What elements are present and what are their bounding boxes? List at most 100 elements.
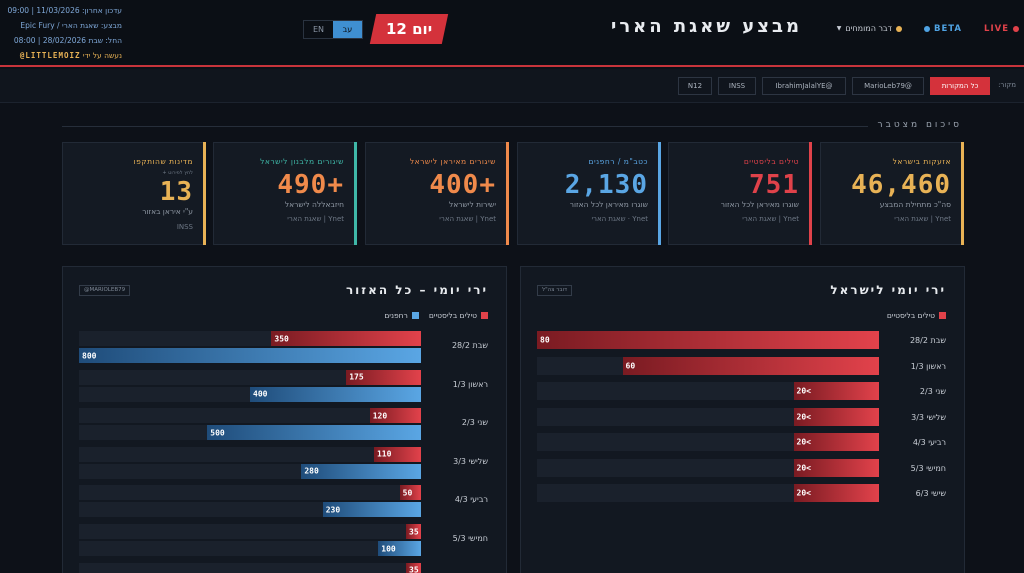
region-daily-fire-panel: ירי יומי – כל האזור MARIOLEB79@ טילים בל… (62, 266, 507, 573)
source-chip-all[interactable]: כל המקורות (930, 77, 990, 95)
day-label: שבת 28/2 (909, 336, 946, 345)
day-label: רביעי 4/3 (454, 495, 488, 505)
experts-dropdown[interactable]: דבר המומחים ▼ (837, 24, 902, 33)
day-label: שבת 28/2 (451, 341, 488, 350)
missiles-bar[interactable]: 20< (793, 484, 879, 502)
last-updated: עדכון אחרון: 11/03/2026 | 09:00 (7, 6, 122, 15)
source-chip-ibrahim[interactable]: IbrahimJalalYE@ (762, 77, 846, 95)
bar-value-label: 35 (409, 527, 419, 536)
day-label: ראשון 1/3 (910, 361, 946, 371)
beta-dot-icon (923, 26, 930, 32)
stat-card-drones[interactable]: כטב"מ / רחפנים 2,130 שוגרו מאיראן לכל הא… (517, 142, 661, 245)
stat-source: INSS (176, 223, 193, 231)
bar-track: 20< (537, 458, 879, 477)
missiles-bar[interactable]: 20< (793, 433, 879, 451)
drones-bar[interactable]: 230 (322, 502, 421, 518)
drones-bar[interactable]: 400 (250, 386, 421, 402)
drones-bar[interactable]: 500 (207, 425, 421, 441)
bar-value-label: 60 (625, 361, 636, 370)
bar-value-label: 20< (796, 488, 811, 498)
stat-value: 13 (159, 177, 193, 207)
bar-value-label: 20< (796, 463, 811, 472)
bar-value-label: 50 (402, 488, 413, 498)
missiles-bar[interactable]: 35 (406, 524, 421, 539)
stat-details-link[interactable]: לחץ לפירוט + (162, 170, 193, 176)
stat-value: 2,130 (564, 170, 648, 200)
bar-track: 175 (79, 369, 421, 385)
chart-legend: טילים בליסטיים (887, 311, 946, 320)
stat-card-ballistic[interactable]: טילים בליסטיים 751 שוגרו מאיראן לכל האזו… (668, 142, 812, 245)
legend-missiles: טילים בליסטיים (887, 311, 946, 320)
page-title: מבצע שאגת הארי (611, 16, 802, 37)
bar-track: 35 (79, 562, 421, 573)
live-indicator: LIVE (984, 24, 1019, 34)
language-toggle: EN עב (303, 20, 363, 39)
stat-label: שיגורים מלבנון לישראל (260, 157, 344, 166)
made-by-handle[interactable]: LITTLEMOIZ@ (19, 51, 81, 60)
stat-card-alerts[interactable]: אזעקות בישראל 46,460 סה"כ מתחילת המבצע Y… (820, 142, 964, 245)
chevron-down-icon: ▼ (836, 25, 842, 32)
live-label: LIVE (984, 24, 1009, 34)
missiles-bar[interactable]: 120 (369, 408, 421, 424)
stat-subtitle: חיזבאללה לישראל (284, 200, 344, 209)
missiles-bar[interactable]: 175 (346, 369, 421, 385)
missiles-bar[interactable]: 20< (793, 407, 879, 426)
meta-info: עדכון אחרון: 11/03/2026 | 09:00 מבצע: שא… (7, 3, 122, 63)
day-label: חמישי 5/3 (452, 534, 488, 543)
drones-bar[interactable]: 280 (301, 463, 421, 479)
top-header: עדכון אחרון: 11/03/2026 | 09:00 מבצע: שא… (0, 0, 1024, 67)
sources-label: מקור: (998, 81, 1016, 89)
bar-value-label: 350 (274, 334, 289, 343)
bar-value-label: 230 (325, 505, 341, 515)
bar-value-label: 35 (409, 565, 419, 573)
lang-en-button[interactable]: EN (312, 25, 325, 34)
bar-track: 800 (79, 348, 421, 363)
stat-subtitle: ע"י איראן באזור (142, 207, 193, 216)
day-label: שני 2/3 (461, 418, 488, 428)
stat-value: 46,460 (851, 170, 951, 200)
bar-track: 110 (79, 446, 421, 462)
legend-drones: רחפנים (384, 311, 419, 320)
card-accent (809, 142, 812, 245)
bar-track: 500 (79, 425, 421, 441)
legend-label: רחפנים (384, 311, 408, 320)
bar-value-label: 80 (540, 335, 550, 345)
sources-filter-bar: מקור: כל המקורות MarioLeb79@ IbrahimJala… (0, 69, 1024, 103)
source-chip-inss[interactable]: INSS (718, 77, 756, 95)
stat-card-lebanon-launches[interactable]: שיגורים מלבנון לישראל 490+ חיזבאללה לישר… (213, 142, 357, 245)
legend-missiles: טילים בליסטיים (429, 311, 488, 320)
panel-source-tag: MARIOLEB79@ (79, 285, 131, 296)
missiles-bar[interactable]: 60 (622, 356, 879, 375)
missiles-bar[interactable]: 50 (399, 485, 421, 501)
chart-legend: טילים בליסטיים רחפנים (384, 311, 488, 320)
legend-swatch-red (481, 312, 488, 319)
missiles-bar[interactable]: 110 (373, 446, 421, 462)
stat-card-countries[interactable]: מדינות שהותקפו לחץ לפירוט + 13 ע"י איראן… (62, 142, 206, 245)
stat-source: Ynet | שאגת הארי (439, 215, 496, 223)
stat-card-iran-launches[interactable]: שיגורים מאיראן לישראל 400+ ישירות לישראל… (365, 142, 509, 245)
missiles-bar[interactable]: 35 (406, 562, 421, 573)
bar-track: 350 (79, 331, 421, 346)
bar-track: 60 (537, 356, 879, 375)
source-chip-n12[interactable]: N12 (678, 77, 712, 95)
drones-bar[interactable]: 800 (79, 348, 421, 363)
legend-swatch-blue (411, 312, 419, 319)
missiles-bar[interactable]: 20< (793, 382, 879, 400)
bar-track: 20< (537, 433, 879, 451)
source-chip-marioleb[interactable]: MarioLeb79@ (852, 77, 924, 95)
stat-value: 400+ (429, 170, 496, 200)
day-label: שלישי 3/3 (911, 412, 946, 422)
day-label: שלישי 3/3 (453, 456, 488, 466)
stat-label: כטב"מ / רחפנים (588, 157, 648, 166)
legend-label: טילים בליסטיים (428, 311, 477, 320)
missiles-bar[interactable]: 350 (271, 331, 421, 346)
stat-label: שיגורים מאיראן לישראל (409, 157, 496, 166)
stat-source: Ynet · שאגת הארי (591, 215, 648, 223)
missiles-bar[interactable]: 80 (537, 331, 879, 349)
missiles-bar[interactable]: 20< (793, 458, 879, 477)
bar-value-label: 20< (796, 386, 811, 396)
drones-bar[interactable]: 100 (378, 541, 421, 556)
bar-value-label: 500 (210, 428, 225, 438)
beta-badge: BETA (923, 24, 962, 34)
lang-he-button[interactable]: עב (333, 21, 362, 38)
